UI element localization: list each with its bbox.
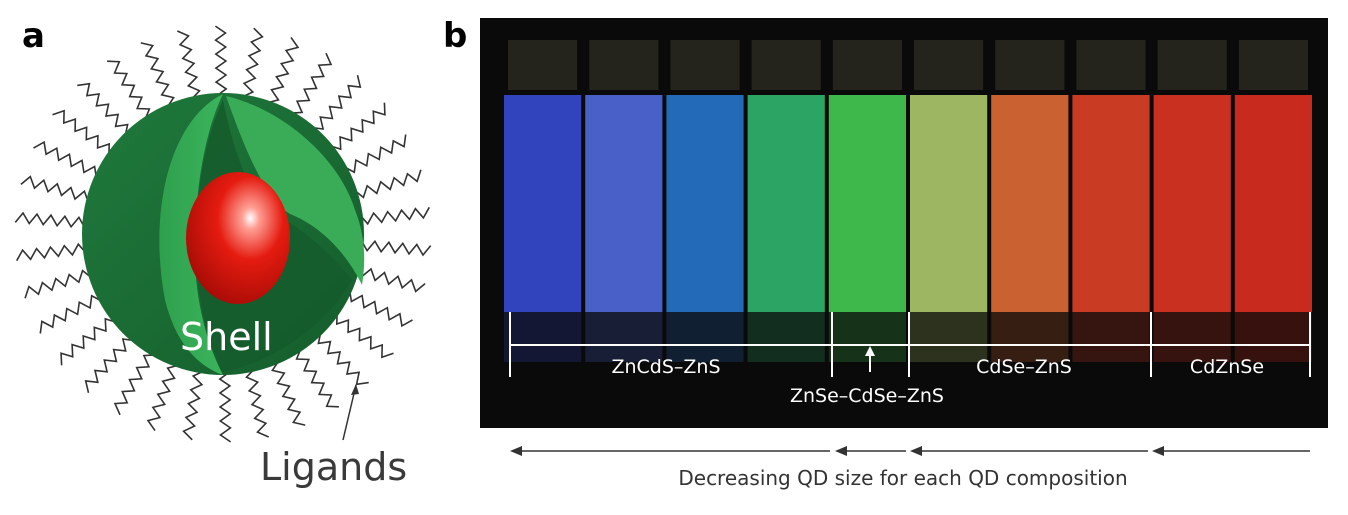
vial-cap — [589, 40, 659, 90]
ligands-pointer-head — [351, 384, 359, 395]
vial-cap — [751, 40, 821, 90]
vial-cap — [995, 40, 1065, 90]
bracket-up-arrow-head — [865, 346, 875, 356]
vial — [910, 95, 988, 312]
ligand-chain — [356, 265, 426, 293]
vial-cap — [832, 40, 902, 90]
vial-cap — [1076, 40, 1146, 90]
vial-reflection — [1153, 312, 1231, 362]
group-label-zncds-zns: ZnCdS–ZnS — [611, 356, 720, 378]
ligand-chain — [60, 317, 118, 366]
ligand-chain — [343, 134, 407, 174]
vial — [1153, 95, 1231, 312]
ligand-chain — [335, 311, 394, 359]
vial — [1072, 95, 1150, 312]
ligand-chain — [16, 242, 87, 262]
ligand-chain — [289, 52, 333, 114]
ligand-chain — [113, 354, 157, 416]
vial-reflection — [1234, 312, 1312, 362]
vial-cap — [1157, 40, 1227, 90]
vial — [585, 95, 663, 312]
vial-reflection — [1072, 312, 1150, 362]
vial-cap — [508, 40, 578, 90]
size-arrow-4-head — [1152, 446, 1164, 456]
ligands-label: Ligands — [260, 445, 407, 489]
ligand-chain — [218, 371, 232, 443]
size-arrow-3-head — [910, 446, 922, 456]
shell-cut-face-right — [226, 96, 365, 285]
ligand-chain — [353, 169, 422, 199]
ligand-chain — [295, 347, 339, 408]
vial-reflection — [910, 312, 988, 362]
ligand-chain — [317, 331, 369, 386]
ligand-chain — [214, 25, 228, 97]
ligand-chain — [20, 175, 90, 203]
ligand-chain — [241, 27, 264, 98]
vial-cap — [670, 40, 740, 90]
ligand-chain — [176, 30, 201, 101]
panel-letter-a: a — [22, 16, 45, 56]
ligand-chain — [33, 140, 98, 179]
ligand-chain — [348, 289, 413, 328]
vial-reflection — [585, 312, 663, 362]
vials — [504, 40, 1312, 362]
ligand-chain — [359, 206, 430, 226]
ligand-chain — [271, 359, 306, 426]
ligand-chain — [107, 60, 151, 121]
size-caption: Decreasing QD size for each QD compositi… — [678, 466, 1127, 490]
quantum-dot: Shell — [82, 93, 365, 375]
ligand-chain — [77, 82, 129, 137]
vial — [828, 95, 906, 312]
vial-reflection — [504, 312, 582, 362]
group-label-cdznse: CdZnSe — [1190, 356, 1264, 378]
vial-cap — [914, 40, 984, 90]
vial-reflection — [747, 312, 825, 362]
size-arrow-2-head — [835, 446, 847, 456]
ligand-chain — [14, 211, 86, 229]
group-label-znse-cdse-zns: ZnSe–CdSe–ZnS — [790, 385, 944, 407]
vial-cap — [1238, 40, 1308, 90]
ligand-chain — [266, 36, 300, 104]
group-brackets — [509, 312, 1311, 377]
vial — [1234, 95, 1312, 312]
size-arrow-1-head — [510, 446, 522, 456]
ligand-chain — [182, 370, 205, 441]
ligand-chain — [245, 367, 270, 438]
vial — [747, 95, 825, 312]
ligand-chain — [39, 294, 103, 334]
ligand-chain — [146, 364, 180, 432]
ligand-chain — [84, 338, 136, 393]
ligand-chain — [328, 102, 386, 151]
ligands — [14, 25, 432, 443]
ligand-chain — [52, 109, 111, 157]
vial-reflection — [991, 312, 1069, 362]
ligand-chain — [310, 75, 362, 130]
core — [186, 172, 290, 304]
vial — [991, 95, 1069, 312]
panel-b: b ZnCdS–ZnS ZnSe–CdSe–ZnS CdSe–ZnS CdZnS… — [443, 16, 1328, 490]
vial — [666, 95, 744, 312]
panel-a: a Shell Ligands — [14, 16, 432, 489]
ligand-chain — [140, 42, 175, 109]
vial — [504, 95, 582, 312]
vial-reflection — [666, 312, 744, 362]
shell-label: Shell — [180, 315, 273, 359]
ligand-chain — [24, 269, 93, 299]
group-label-cdse-zns: CdSe–ZnS — [976, 356, 1072, 378]
ligand-chain — [360, 239, 432, 257]
panel-letter-b: b — [443, 16, 467, 56]
